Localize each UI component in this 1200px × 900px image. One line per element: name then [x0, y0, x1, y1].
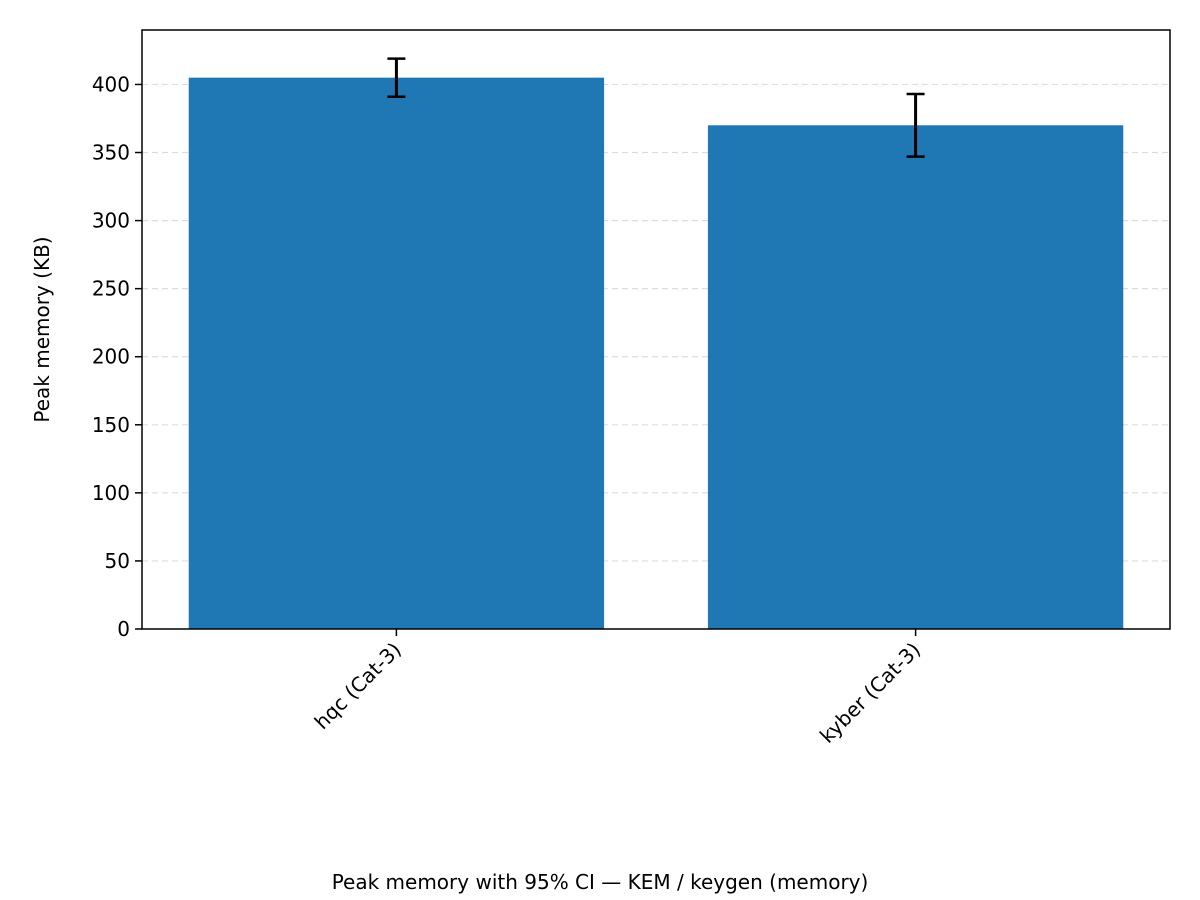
error-bars [387, 57, 925, 158]
y-tick-label: 350 [92, 141, 130, 165]
y-tick-label: 50 [105, 549, 130, 573]
plot-frame [141, 29, 1171, 630]
y-tick-label: 200 [92, 345, 130, 369]
y-tick-label: 400 [92, 72, 130, 96]
y-axis-ticks: 0 50 100 150 200 250 300 350 400 [92, 72, 142, 641]
y-tick-label: 100 [92, 481, 130, 505]
x-tick-label: hqc (Cat-3) [310, 638, 406, 734]
bar [188, 77, 605, 630]
y-tick-label: 250 [92, 277, 130, 301]
bar [707, 125, 1124, 629]
y-tick-label: 0 [117, 617, 130, 641]
y-tick-label: 150 [92, 413, 130, 437]
y-axis-label: Peak memory (KB) [30, 236, 54, 422]
x-tick-label: kyber (Cat-3) [815, 638, 925, 748]
error-bar [906, 92, 925, 158]
x-axis-ticks: hqc (Cat-3) kyber (Cat-3) [310, 629, 925, 748]
y-tick-label: 300 [92, 209, 130, 233]
error-bar [387, 57, 406, 98]
x-axis-label: Peak memory with 95% CI — KEM / keygen (… [332, 870, 869, 894]
bars [188, 77, 1124, 630]
